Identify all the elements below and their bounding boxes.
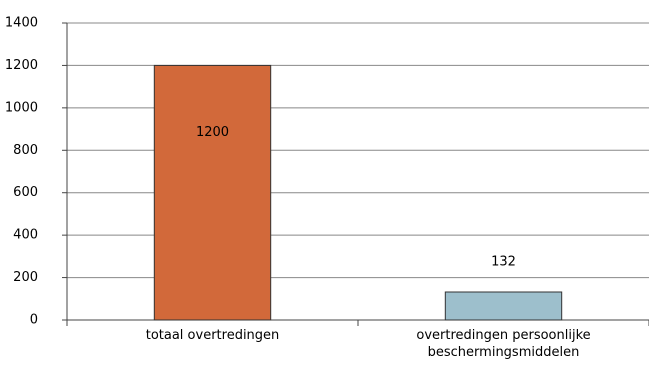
y-tick-label: 0 [30,313,38,328]
value-label: 132 [491,254,516,269]
y-tick-label: 600 [13,185,38,200]
y-tick-label: 1000 [5,100,38,115]
y-tick-label: 800 [13,143,38,158]
bar [444,291,563,321]
x-tick-label: overtredingen persoonlijke beschermingsm… [416,328,591,360]
y-tick-label: 400 [13,228,38,243]
bar [153,64,272,321]
y-tick-label: 1400 [5,16,38,31]
value-label: 1200 [196,125,229,140]
y-tick-label: 1200 [5,58,38,73]
x-tick-label: totaal overtredingen [145,328,280,343]
y-tick-label: 200 [13,270,38,285]
